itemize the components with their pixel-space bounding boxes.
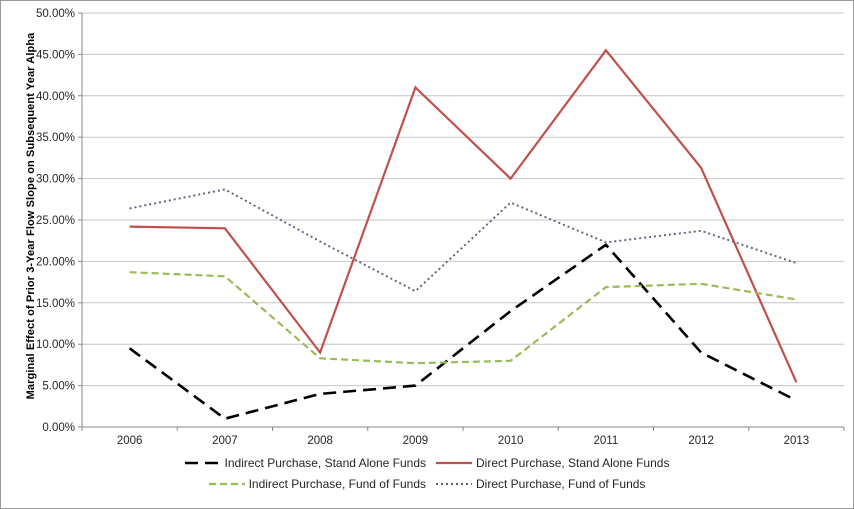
legend-marker-line-icon bbox=[436, 483, 472, 485]
y-tick-label: 5.00% bbox=[42, 381, 75, 393]
x-tick-label: 2013 bbox=[784, 435, 810, 447]
y-tick-label: 15.00% bbox=[36, 298, 75, 310]
x-tick-label: 2010 bbox=[498, 435, 524, 447]
series-line-4 bbox=[129, 188, 797, 293]
x-tick-label: 2006 bbox=[117, 435, 143, 447]
x-tick-label: 2011 bbox=[594, 435, 619, 447]
legend-label: Indirect Purchase, Stand Alone Funds bbox=[224, 456, 426, 470]
y-tick-label: 50.00% bbox=[36, 8, 75, 20]
legend-item: Indirect Purchase, Fund of Funds bbox=[208, 477, 426, 491]
x-tick-label: 2012 bbox=[688, 435, 714, 447]
legend: Indirect Purchase, Stand Alone Funds Dire… bbox=[1, 456, 853, 491]
legend-label: Direct Purchase, Fund of Funds bbox=[476, 477, 646, 491]
y-tick-label: 10.00% bbox=[36, 339, 75, 351]
y-tick-label: 40.00% bbox=[36, 91, 75, 103]
legend-marker-line-icon bbox=[208, 482, 245, 486]
legend-label: Direct Purchase, Stand Alone Funds bbox=[476, 456, 670, 470]
y-tick-label: 25.00% bbox=[36, 215, 75, 227]
y-tick-label: 20.00% bbox=[36, 256, 75, 268]
legend-item: Direct Purchase, Stand Alone Funds bbox=[436, 456, 669, 470]
y-tick-label: 35.00% bbox=[36, 132, 75, 144]
legend-row: Indirect Purchase, Stand Alone Funds Dire… bbox=[184, 456, 669, 470]
y-tick-label: 45.00% bbox=[36, 49, 75, 61]
legend-row: Indirect Purchase, Fund of Funds Direct P… bbox=[208, 477, 645, 491]
x-tick-label: 2009 bbox=[403, 435, 429, 447]
y-axis-title: Marginal Effect of Prior 3-Year Flow Slo… bbox=[25, 32, 37, 400]
series-line-1 bbox=[128, 243, 797, 421]
series-line-3 bbox=[129, 271, 797, 365]
legend-label: Indirect Purchase, Fund of Funds bbox=[248, 477, 426, 491]
legend-item: Indirect Purchase, Stand Alone Funds bbox=[184, 456, 426, 470]
series-line-2 bbox=[129, 48, 798, 383]
x-tick-label: 2008 bbox=[307, 435, 333, 447]
legend-marker-line-icon bbox=[436, 461, 472, 465]
legend-item: Direct Purchase, Fund of Funds bbox=[436, 477, 645, 491]
x-tick-label: 2007 bbox=[212, 435, 238, 447]
y-tick-label: 0.00% bbox=[42, 422, 75, 434]
legend-marker-line-icon bbox=[184, 461, 221, 465]
y-tick-label: 30.00% bbox=[36, 174, 75, 186]
